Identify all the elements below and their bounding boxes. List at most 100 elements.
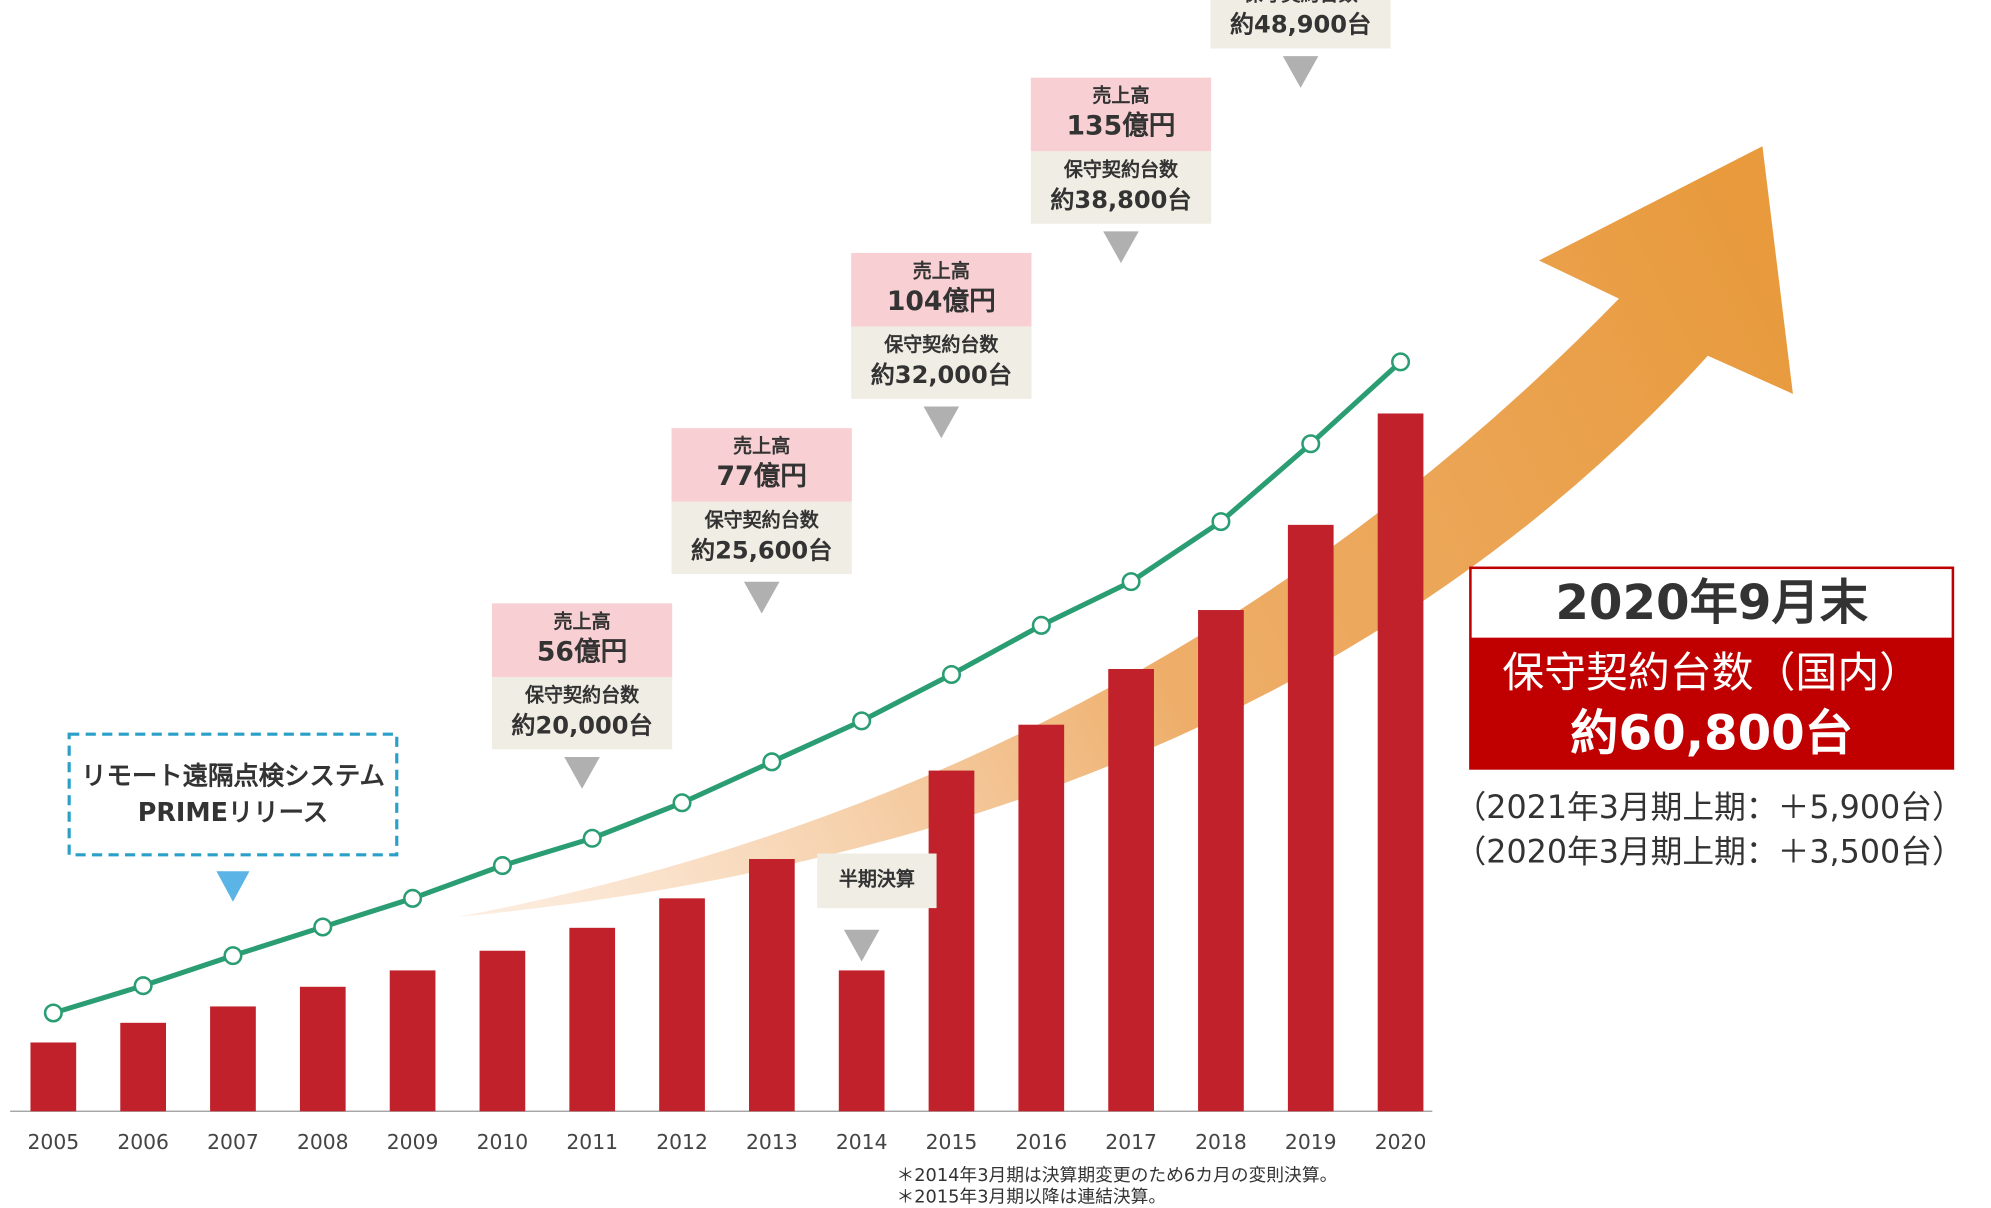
series-name: 売上高 — [733, 435, 790, 458]
x-tick-label: 2006 — [117, 1130, 169, 1154]
x-tick-label: 2014 — [836, 1130, 888, 1154]
marker — [313, 917, 333, 937]
bar — [1108, 669, 1154, 1112]
bar — [928, 770, 975, 1112]
x-tick-label: 2008 — [297, 1130, 349, 1154]
series-name: 保守契約台数 — [883, 333, 999, 356]
annotation-text: 半期決算 — [839, 868, 915, 891]
series-name: 売上高 — [554, 610, 611, 633]
bar — [299, 986, 346, 1112]
value-label: 約32,000台 — [871, 361, 1012, 389]
label-box-top — [1030, 77, 1212, 152]
label-box-top — [851, 252, 1032, 327]
marker — [941, 664, 962, 684]
x-tick-label: 2015 — [926, 1130, 978, 1154]
annotation-box — [817, 853, 937, 909]
marker — [403, 888, 423, 908]
pointer-arrow — [1103, 231, 1139, 264]
x-tick-label: 2017 — [1105, 1130, 1157, 1154]
bar — [120, 1022, 167, 1112]
pointer-arrow — [564, 757, 600, 789]
bar — [479, 950, 526, 1112]
bar — [1377, 413, 1424, 1112]
bar — [389, 970, 436, 1112]
x-tick-label: 2007 — [207, 1130, 259, 1154]
bar — [838, 970, 885, 1112]
marker — [223, 946, 243, 966]
x-tick-label: 2016 — [1015, 1130, 1067, 1154]
callout: 2020年9月末 保守契約台数（国内） 約60,800台 （2021年3月期上期… — [1455, 566, 1964, 871]
callout-note: （2020年3月期上期：＋3,500台） — [1455, 835, 1964, 871]
value-label: 104億円 — [887, 286, 996, 317]
marker — [762, 752, 782, 772]
series-name: 保守契約台数 — [1063, 158, 1179, 181]
callout-value: 約60,800台 — [1570, 706, 1853, 762]
marker — [672, 793, 692, 813]
x-tick-label: 2012 — [656, 1130, 708, 1154]
marker — [43, 1003, 63, 1023]
x-tick-label: 2009 — [387, 1130, 439, 1154]
value-label: 約20,000台 — [511, 712, 652, 740]
marker — [1121, 572, 1141, 592]
x-tick-label: 2013 — [746, 1130, 798, 1154]
footnote: ＊2015年3月期以降は連結決算。 — [896, 1187, 1166, 1208]
series-name: 売上高 — [1092, 84, 1149, 107]
x-tick-label: 2010 — [477, 1130, 529, 1154]
bar — [569, 927, 616, 1112]
line — [52, 360, 1403, 1016]
marker — [492, 856, 512, 876]
pointer-arrow — [743, 581, 780, 614]
value-label: 135億円 — [1066, 111, 1175, 142]
label-box-top — [491, 603, 673, 678]
annotation-text: リモート遠隔点検システム — [81, 760, 385, 790]
annotation-arrow — [216, 871, 250, 902]
series-name: 保守契約台数 — [1242, 0, 1358, 6]
value-label: 約38,800台 — [1050, 186, 1191, 214]
annotation-text: PRIMEリリース — [138, 797, 328, 827]
x-tick-label: 2019 — [1285, 1130, 1337, 1154]
marker — [1031, 615, 1051, 635]
annotation-box — [67, 732, 399, 857]
value-label: 約25,600台 — [691, 536, 832, 564]
bar — [210, 1006, 256, 1112]
marker — [1391, 352, 1411, 372]
trend-arrow — [457, 146, 1793, 917]
label-box-bottom — [491, 677, 673, 750]
marks: 2005 2006 2007 2008 2009 2010 2011 2012 2013 2014… — [28, 0, 1427, 1154]
value-label: 77億円 — [716, 461, 806, 492]
value-label: 56億円 — [537, 636, 627, 667]
bar — [1018, 724, 1065, 1112]
series-name: 保守契約台数 — [524, 684, 640, 707]
callout-title: 2020年9月末 — [1555, 575, 1868, 631]
bar — [1287, 524, 1334, 1112]
pointer-arrow — [1282, 56, 1319, 88]
pointer-arrow — [923, 406, 960, 439]
bar — [748, 859, 795, 1112]
marker — [852, 711, 872, 731]
label-box-bottom — [1210, 0, 1391, 49]
label-box-bottom — [851, 326, 1032, 399]
label-box-bottom — [671, 501, 852, 575]
callout-note: （2021年3月期上期：＋5,900台） — [1455, 790, 1964, 826]
series-name: 保守契約台数 — [704, 508, 820, 531]
label-box-bottom — [1030, 151, 1212, 224]
marker — [1301, 434, 1321, 454]
marker — [1211, 512, 1231, 532]
annotation-arrow — [843, 929, 880, 962]
x-tick-label: 2018 — [1195, 1130, 1247, 1154]
label-box-top — [671, 428, 852, 502]
x-tick-label: 2020 — [1375, 1130, 1427, 1154]
bar — [659, 898, 705, 1112]
bar — [30, 1042, 77, 1112]
series-name: 売上高 — [913, 259, 970, 282]
bar — [1198, 610, 1244, 1112]
callout-top — [1471, 569, 1952, 638]
x-tick-label: 2011 — [566, 1130, 618, 1154]
marker — [133, 976, 153, 996]
x-tick-label: 2005 — [28, 1130, 80, 1154]
marker — [582, 828, 602, 848]
callout-subtitle: 保守契約台数（国内） — [1502, 648, 1921, 697]
footnote: ＊2014年3月期は決算期変更のため6カ月の変則決算。 — [896, 1165, 1337, 1186]
value-label: 約48,900台 — [1230, 11, 1371, 39]
